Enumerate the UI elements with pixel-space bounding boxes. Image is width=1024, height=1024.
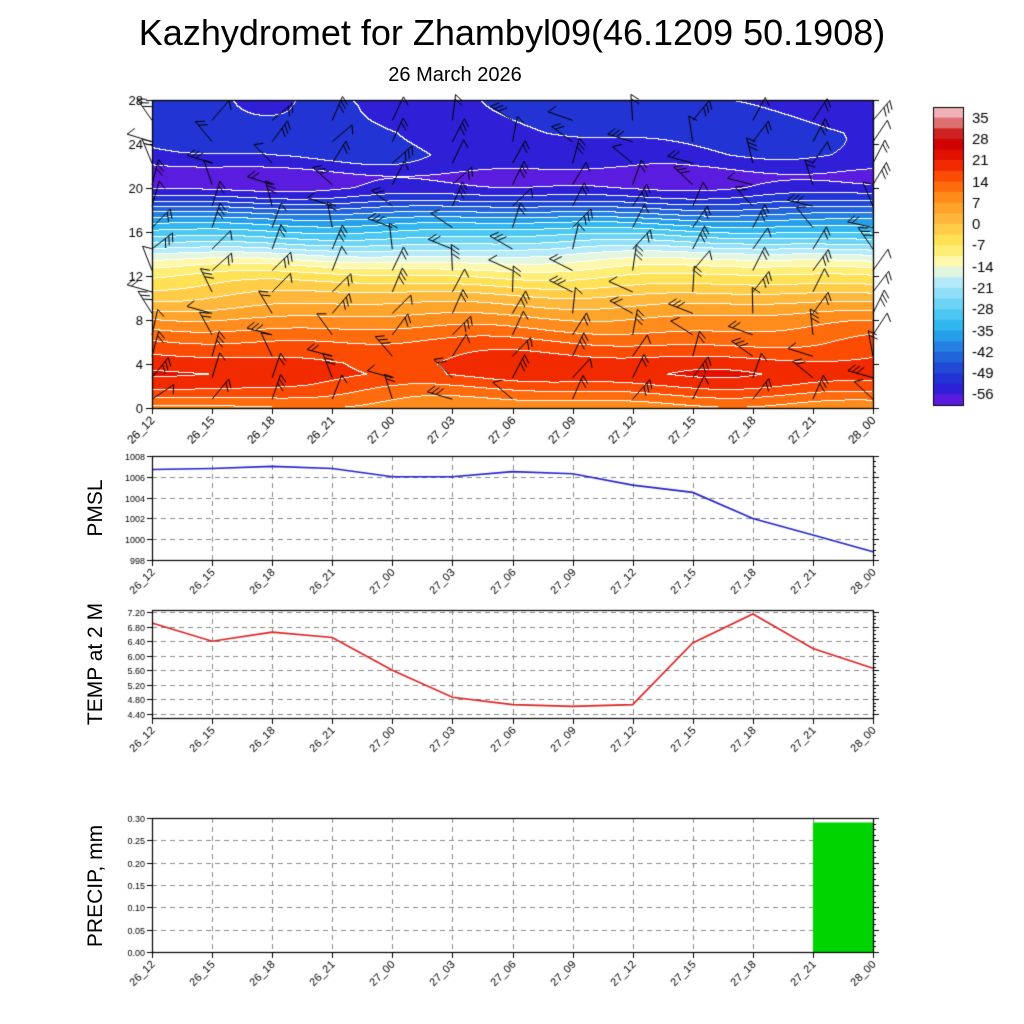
chart-date-subtitle: 26 March 2026 bbox=[388, 64, 522, 86]
pmsl-chart bbox=[100, 446, 900, 601]
chart-title: Kazhydromet for Zhambyl09(46.1209 50.190… bbox=[138, 12, 886, 53]
cross-section-chart bbox=[100, 88, 1024, 458]
precip-chart bbox=[100, 808, 900, 1003]
temp2m-chart bbox=[100, 600, 900, 760]
